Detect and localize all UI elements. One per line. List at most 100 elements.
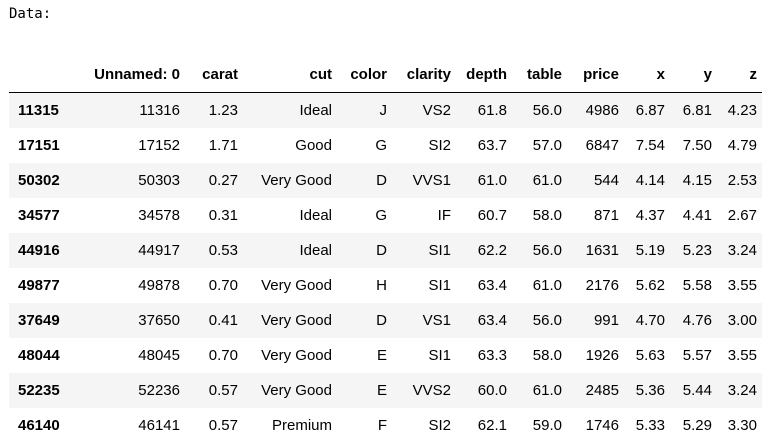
cell-color: E [376,346,387,364]
cell-z: 3.00 [727,311,757,329]
row-index: 37649 [18,311,60,329]
cell-price: 6847 [585,136,619,154]
cell-cut: Premium [271,416,332,434]
cell-carat: 0.57 [208,381,238,399]
cell-carat: 0.27 [208,171,238,189]
output-label: Data: [9,6,52,22]
dataframe-table: Unnamed: 0 carat cut color clarity depth… [9,57,762,443]
cell-color: E [376,381,387,399]
cell-table: 58.0 [532,206,562,224]
cell-y: 5.44 [682,381,712,399]
cell-y: 4.41 [682,206,712,224]
column-header-color: color [337,57,392,93]
cell-z: 2.53 [727,171,757,189]
cell-x: 4.70 [635,311,665,329]
cell-table: 59.0 [532,416,562,434]
cell-price: 1746 [585,416,619,434]
table-row: 44916 44917 0.53 Ideal D SI1 62.2 56.0 1631 5.19 5… [9,232,762,268]
cell-color: J [379,101,388,119]
cell-x: 4.37 [635,206,665,224]
column-header-table: table [512,57,567,93]
cell-price: 4986 [585,101,619,119]
cell-table: 61.0 [532,276,562,294]
cell-depth: 61.8 [477,101,507,119]
column-header-depth: depth [456,57,512,93]
cell-color: F [377,416,387,434]
cell-clarity: VS2 [422,101,451,119]
row-index: 48044 [18,346,60,364]
cell-unnamed-0: 44917 [138,241,180,259]
table-header-row: Unnamed: 0 carat cut color clarity depth… [9,57,762,93]
cell-clarity: VVS1 [412,171,451,189]
cell-y: 5.23 [682,241,712,259]
cell-cut: Good [295,136,332,154]
row-index: 44916 [18,241,60,259]
cell-color: D [376,241,387,259]
row-index: 46140 [18,416,60,434]
table-row: 37649 37650 0.41 Very Good D VS1 63.4 56.0 991 4.… [9,302,762,338]
cell-color: D [376,171,387,189]
row-index: 49877 [18,276,60,294]
cell-x: 5.19 [635,241,665,259]
cell-table: 61.0 [532,381,562,399]
cell-color: G [375,206,387,224]
cell-z: 3.30 [727,416,757,434]
column-header-carat: carat [185,57,243,93]
column-header-index [9,57,75,93]
cell-unnamed-0: 49878 [138,276,180,294]
cell-clarity: IF [437,206,451,224]
cell-x: 5.33 [635,416,665,434]
row-index: 17151 [18,136,60,154]
cell-depth: 63.4 [477,276,507,294]
cell-table: 56.0 [532,241,562,259]
table-row: 49877 49878 0.70 Very Good H SI1 63.4 61.0 2176 5… [9,268,762,303]
table-row: 17151 17152 1.71 Good G SI2 63.7 57.0 6847 7.54 7.… [9,128,762,163]
cell-carat: 1.23 [208,101,238,119]
column-header-unnamed-0: Unnamed: 0 [75,57,185,93]
cell-z: 3.55 [727,276,757,294]
cell-cut: Very Good [261,311,332,329]
cell-unnamed-0: 46141 [138,416,180,434]
cell-clarity: SI1 [428,241,451,259]
cell-unnamed-0: 48045 [138,346,180,364]
cell-depth: 62.2 [477,241,507,259]
cell-clarity: SI1 [428,276,451,294]
cell-unnamed-0: 34578 [138,206,180,224]
row-index: 50302 [18,171,60,189]
cell-y: 4.15 [682,171,712,189]
cell-unnamed-0: 37650 [138,311,180,329]
cell-clarity: VS1 [422,311,451,329]
cell-price: 1926 [585,346,619,364]
cell-clarity: SI1 [428,346,451,364]
cell-price: 544 [593,171,619,189]
cell-y: 4.76 [682,311,712,329]
cell-y: 7.50 [682,136,712,154]
cell-carat: 0.53 [208,241,238,259]
column-header-cut: cut [243,57,337,93]
cell-cut: Very Good [261,381,332,399]
cell-price: 2176 [585,276,619,294]
cell-depth: 60.0 [477,381,507,399]
cell-carat: 0.31 [208,206,238,224]
cell-y: 6.81 [682,101,712,119]
cell-table: 56.0 [532,101,562,119]
cell-y: 5.58 [682,276,712,294]
column-header-x: x [624,57,670,93]
table-row: 50302 50303 0.27 Very Good D VVS1 61.0 61.0 544 4… [9,162,762,198]
cell-unnamed-0: 50303 [138,171,180,189]
cell-y: 5.57 [682,346,712,364]
table-row: 11315 11316 1.23 Ideal J VS2 61.8 56.0 4986 6.87 6… [9,92,762,128]
cell-carat: 0.70 [208,276,238,294]
cell-carat: 0.57 [208,416,238,434]
cell-color: D [376,311,387,329]
table-row: 34577 34578 0.31 Ideal G IF 60.7 58.0 871 4.37 4.4… [9,198,762,233]
cell-unnamed-0: 52236 [138,381,180,399]
cell-cut: Ideal [299,241,332,259]
cell-cut: Very Good [261,171,332,189]
table-row: 52235 52236 0.57 Very Good E VVS2 60.0 61.0 2485… [9,372,762,408]
cell-z: 3.24 [727,381,757,399]
cell-price: 991 [593,311,619,329]
column-header-z: z [717,57,762,93]
table-row: 48044 48045 0.70 Very Good E SI1 63.3 58.0 1926 5… [9,338,762,373]
cell-carat: 0.41 [208,311,238,329]
